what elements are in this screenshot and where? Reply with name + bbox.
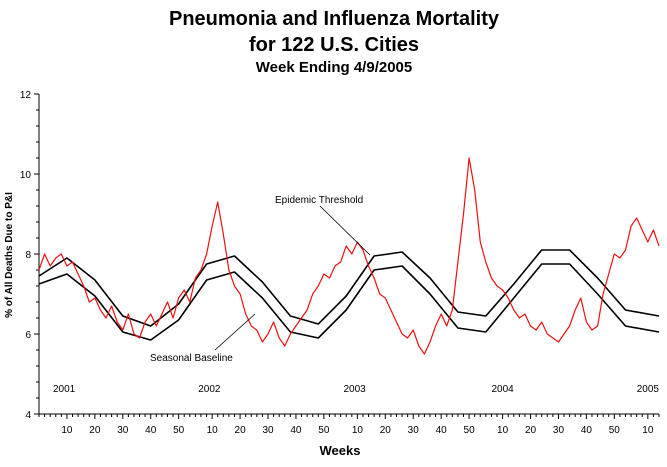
x-tick-label: 50 <box>318 425 330 436</box>
y-tick-label: 4 <box>25 410 31 421</box>
y-tick-label: 6 <box>25 330 31 341</box>
x-tick-label: 20 <box>235 425 247 436</box>
x-tick-label: 50 <box>464 425 476 436</box>
year-label: 2004 <box>491 384 514 395</box>
series-lines <box>38 157 660 355</box>
chart-title-line2: for 122 U.S. Cities <box>249 34 419 56</box>
x-tick-label: 20 <box>89 425 101 436</box>
x-tick-label: 10 <box>497 425 509 436</box>
x-tick-label: 10 <box>642 425 654 436</box>
year-label: 2003 <box>343 384 366 395</box>
axes <box>38 94 659 415</box>
x-tick-label: 40 <box>145 425 157 436</box>
chart-title: Pneumonia and Influenza Mortality <box>169 8 500 30</box>
year-labels: 2001 2002 2003 2004 2005 <box>53 384 659 395</box>
x-tick-label: 20 <box>380 425 392 436</box>
year-label: 2005 <box>637 384 660 395</box>
threshold-annotation-pointer <box>319 205 371 256</box>
x-ticks: 10 20 30 40 50 10 20 30 40 50 10 20 30 40 50 10 20 30 40 50… <box>38 414 660 436</box>
year-label: 2001 <box>53 384 76 395</box>
x-tick-label: 10 <box>61 425 73 436</box>
x-tick-label: 10 <box>352 425 364 436</box>
x-tick-label: 30 <box>553 425 565 436</box>
observed-line <box>38 157 660 355</box>
x-tick-label: 50 <box>173 425 185 436</box>
x-tick-label: 30 <box>117 425 129 436</box>
y-axis-label: % of All Deaths Due to P&I <box>4 192 15 318</box>
baseline-annotation: Seasonal Baseline <box>150 353 233 364</box>
x-tick-label: 50 <box>609 425 621 436</box>
x-tick-label: 40 <box>290 425 302 436</box>
baseline-line <box>38 263 660 341</box>
y-tick-label: 10 <box>20 170 32 181</box>
y-tick-label: 8 <box>25 250 31 261</box>
year-label: 2002 <box>198 384 221 395</box>
x-tick-label: 20 <box>525 425 537 436</box>
threshold-annotation: Epidemic Threshold <box>275 195 363 206</box>
y-tick-label: 12 <box>20 90 32 101</box>
x-tick-label: 10 <box>207 425 219 436</box>
baseline-annotation-pointer <box>214 313 256 351</box>
x-tick-label: 40 <box>436 425 448 436</box>
x-axis-label: Weeks <box>320 443 361 458</box>
x-tick-label: 30 <box>408 425 420 436</box>
y-ticks: 4 6 8 10 12 <box>20 90 39 421</box>
chart-subtitle: Week Ending 4/9/2005 <box>256 59 412 76</box>
x-tick-label: 30 <box>262 425 274 436</box>
x-tick-label: 40 <box>581 425 593 436</box>
threshold-line <box>38 249 660 327</box>
